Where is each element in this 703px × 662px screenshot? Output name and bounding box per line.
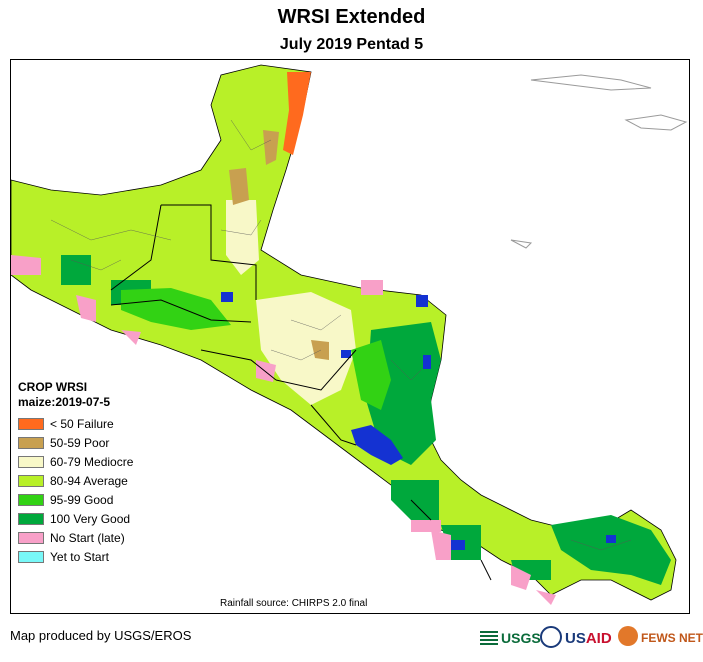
caribbean-outlines — [510, 74, 688, 249]
usaid-logo-text-a: US — [565, 629, 586, 647]
legend-swatch — [18, 531, 44, 544]
legend-swatch — [18, 493, 44, 506]
rainfall-source-note: Rainfall source: CHIRPS 2.0 final — [220, 598, 368, 609]
legend-item-poor: 50-59 Poor — [18, 433, 193, 452]
map-frame — [10, 59, 690, 614]
map-title: WRSI Extended — [277, 6, 426, 28]
admin-boundaries — [50, 119, 632, 551]
legend-item-failure: < 50 Failure — [18, 414, 193, 433]
land-good-east — [351, 340, 391, 410]
legend-label: No Start (late) — [50, 530, 125, 545]
legend-swatch — [18, 550, 44, 563]
legend-swatch — [18, 474, 44, 487]
usgs-wave-icon — [480, 631, 498, 645]
land-good-west — [121, 288, 231, 330]
legend-label: < 50 Failure — [50, 416, 114, 431]
legend-swatch — [18, 417, 44, 430]
legend-item-mediocre: 60-79 Mediocre — [18, 452, 193, 471]
legend-crop: maize:2019-07-5 — [18, 395, 111, 409]
legend-label: 80-94 Average — [50, 473, 128, 488]
legend-label: 60-79 Mediocre — [50, 454, 134, 469]
legend-label: 95-99 Good — [50, 492, 114, 507]
usaid-logo: US AID — [565, 624, 612, 652]
legend-item-very-good: 100 Very Good — [18, 509, 193, 528]
land-very-good-east — [366, 322, 671, 585]
fews-net-logo: FEWS NET — [641, 631, 703, 645]
legend-swatch — [18, 512, 44, 525]
lake-nicaragua — [351, 425, 403, 465]
fews-net-globe-icon — [618, 626, 638, 646]
small-water-bodies — [221, 292, 616, 550]
legend-label: 50-59 Poor — [50, 435, 110, 450]
country-boundaries — [110, 204, 492, 581]
wrsi-map — [11, 64, 688, 605]
map-subtitle: July 2019 Pentad 5 — [279, 36, 424, 53]
legend-label: 100 Very Good — [50, 511, 131, 526]
map-credit: Map produced by USGS/EROS — [10, 628, 192, 643]
usgs-logo: USGS — [480, 624, 541, 652]
legend-item-average: 80-94 Average — [18, 471, 193, 490]
legend-item-good: 95-99 Good — [18, 490, 193, 509]
legend-label: Yet to Start — [50, 549, 109, 564]
legend: CROP WRSI maize:2019-07-5 < 50 Failure 5… — [18, 380, 193, 566]
usaid-logo-text-b: AID — [585, 629, 612, 647]
legend-item-yet-to-start: Yet to Start — [18, 547, 193, 566]
legend-item-no-start: No Start (late) — [18, 528, 193, 547]
usgs-logo-text: USGS — [501, 630, 541, 646]
legend-swatch — [18, 436, 44, 449]
usaid-seal-icon — [540, 626, 562, 648]
land-mass — [11, 64, 677, 605]
legend-swatch — [18, 455, 44, 468]
land-failure — [283, 72, 311, 155]
legend-heading: CROP WRSI — [18, 380, 88, 394]
